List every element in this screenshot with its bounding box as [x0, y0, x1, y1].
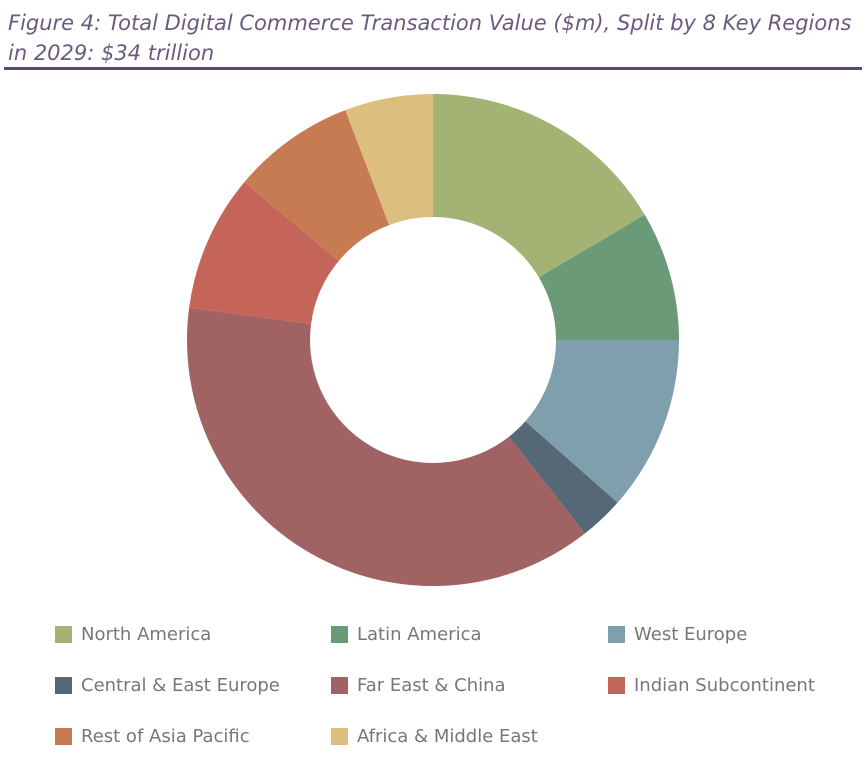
legend-label: Latin America — [357, 624, 482, 645]
legend-label: West Europe — [634, 624, 747, 645]
legend-swatch — [608, 626, 625, 643]
legend-swatch — [331, 677, 348, 694]
legend-swatch — [331, 626, 348, 643]
legend-label: Central & East Europe — [81, 675, 280, 696]
donut-slice — [525, 340, 679, 503]
donut-slice — [186, 307, 585, 586]
legend-swatch — [331, 728, 348, 745]
donut-slice — [189, 182, 339, 324]
donut-slice — [345, 94, 433, 226]
title-rule — [4, 67, 862, 70]
chart-title: Figure 4: Total Digital Commerce Transac… — [8, 11, 852, 65]
legend-label: North America — [81, 624, 211, 645]
legend-label: Rest of Asia Pacific — [81, 726, 250, 747]
legend-swatch — [55, 677, 72, 694]
donut-slice — [433, 94, 645, 278]
legend-swatch — [608, 677, 625, 694]
donut-slice — [244, 110, 390, 262]
legend-swatch — [55, 728, 72, 745]
legend-swatch — [55, 626, 72, 643]
donut-slice — [508, 421, 618, 534]
legend-label: Far East & China — [357, 675, 506, 696]
donut-slice — [538, 214, 679, 340]
legend-label: Africa & Middle East — [357, 726, 538, 747]
legend-label: Indian Subcontinent — [634, 675, 815, 696]
